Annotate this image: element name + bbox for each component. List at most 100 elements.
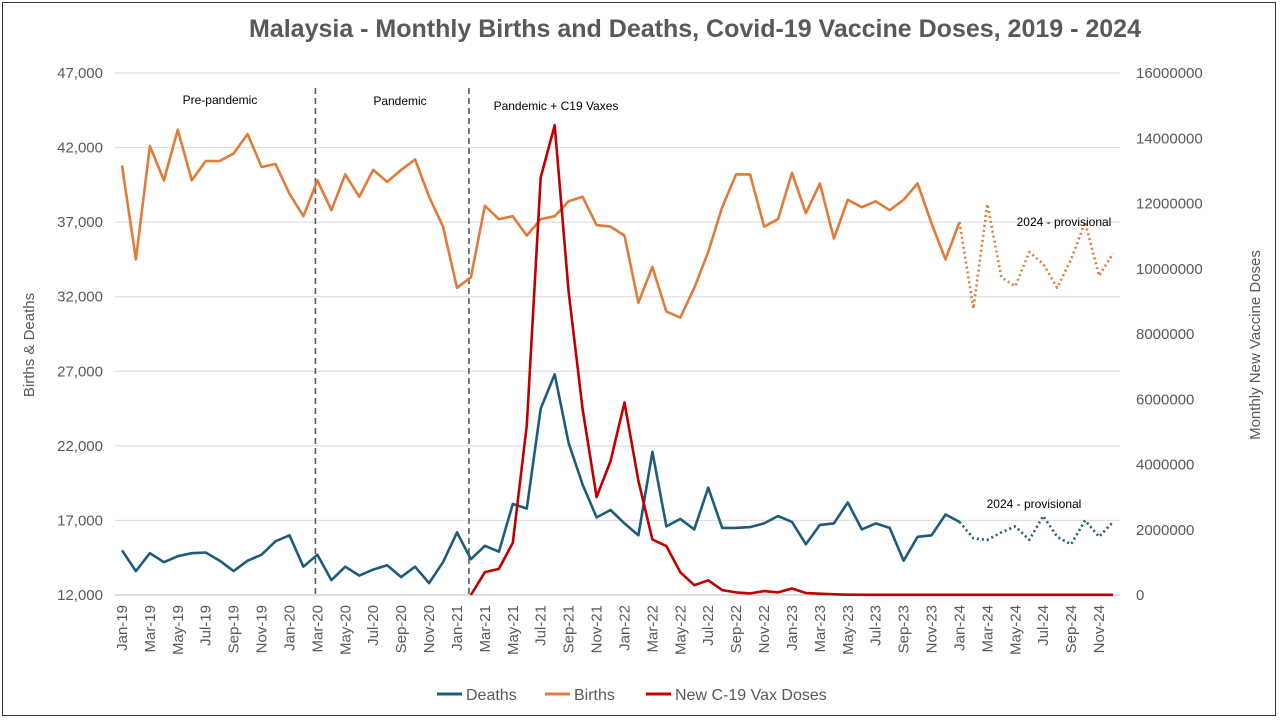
data-point-births	[679, 316, 681, 318]
data-point-new-c-19-vax-doses	[484, 571, 486, 573]
legend: Deaths Births New C-19 Vax Doses	[437, 687, 827, 704]
x-tick-label: Nov-21	[589, 605, 606, 653]
series-lines	[120, 123, 1115, 597]
y-tick-label: 32,000	[57, 289, 103, 306]
data-point-new-c-19-vax-doses	[1112, 594, 1114, 596]
data-point-new-c-19-vax-doses	[763, 590, 765, 592]
data-point-new-c-19-vax-doses	[609, 460, 611, 462]
x-tick-label: Jan-20	[281, 605, 298, 651]
data-point-births	[540, 218, 542, 220]
data-point-new-c-19-vax-doses	[567, 290, 569, 292]
phase-dividers	[314, 88, 470, 595]
data-point-new-c-19-vax-doses	[554, 124, 556, 126]
data-point-births	[595, 224, 597, 226]
data-point-births	[609, 225, 611, 227]
data-point-deaths-2024-provisional	[1056, 536, 1058, 538]
x-tick-label: Mar-23	[812, 605, 829, 653]
data-point-new-c-19-vax-doses	[749, 592, 751, 594]
y-tick-label: 17,000	[57, 512, 103, 529]
x-tick-label: Sep-23	[896, 605, 913, 653]
data-point-new-c-19-vax-doses	[805, 592, 807, 594]
data-point-deaths	[693, 528, 695, 530]
x-tick-label: Jan-19	[114, 605, 131, 651]
series-line-births-2024-provisional	[958, 202, 1115, 310]
x-tick-label: May-22	[672, 605, 689, 655]
data-point-births	[414, 158, 416, 160]
y-tick-label: 12,000	[57, 587, 103, 604]
x-tick-label: Nov-24	[1091, 605, 1108, 653]
data-point-births	[260, 166, 262, 168]
data-point-deaths	[819, 524, 821, 526]
data-point-deaths	[944, 513, 946, 515]
data-point-new-c-19-vax-doses	[470, 594, 472, 596]
series-line-new-c-19-vax-doses	[469, 123, 1113, 597]
data-point-births-2024-provisional	[1070, 258, 1072, 260]
data-point-births	[930, 222, 932, 224]
data-point-births	[637, 302, 639, 304]
data-point-births	[288, 193, 290, 195]
x-axis-ticks: Jan-19 Mar-19 May-19 Jul-19 Sep-19 Nov-19 Jan-…	[114, 605, 1108, 655]
x-tick-label: Nov-19	[254, 605, 271, 653]
data-point-deaths	[386, 564, 388, 566]
data-point-births	[302, 215, 304, 217]
data-point-new-c-19-vax-doses	[1028, 594, 1030, 596]
data-point-deaths	[902, 560, 904, 562]
data-point-new-c-19-vax-doses	[721, 589, 723, 591]
data-point-deaths	[916, 536, 918, 538]
x-tick-label: Jul-23	[868, 605, 885, 646]
data-point-deaths-2024-provisional	[958, 521, 960, 523]
data-point-births-2024-provisional	[1112, 252, 1114, 254]
series-line-deaths	[120, 373, 961, 585]
data-point-deaths	[679, 518, 681, 520]
data-point-births	[526, 234, 528, 236]
data-point-births	[735, 173, 737, 175]
y-tick-label: 22,000	[57, 438, 103, 455]
data-point-new-c-19-vax-doses	[1070, 594, 1072, 596]
data-point-births	[149, 145, 151, 147]
data-point-new-c-19-vax-doses	[651, 538, 653, 540]
data-point-new-c-19-vax-doses	[693, 584, 695, 586]
data-point-births	[902, 199, 904, 201]
data-point-births	[623, 234, 625, 236]
data-point-births	[916, 182, 918, 184]
data-point-deaths	[246, 560, 248, 562]
data-point-births	[372, 169, 374, 171]
data-point-new-c-19-vax-doses	[847, 594, 849, 596]
data-point-births	[400, 169, 402, 171]
data-point-births	[819, 182, 821, 184]
annotation-births-provisional: 2024 - provisional	[1017, 215, 1112, 229]
x-tick-label: Sep-20	[393, 605, 410, 653]
data-point-births	[665, 310, 667, 312]
y2-axis-title: Monthly New Vaccine Doses	[1247, 250, 1264, 440]
y-tick-label: 27,000	[57, 363, 103, 380]
y2-tick-label: 16000000	[1136, 65, 1203, 82]
data-point-deaths	[512, 503, 514, 505]
data-point-deaths	[665, 525, 667, 527]
data-point-births	[581, 196, 583, 198]
x-tick-label: Mar-21	[477, 605, 494, 653]
data-point-new-c-19-vax-doses	[498, 568, 500, 570]
data-point-births	[875, 200, 877, 202]
y2-tick-label: 14000000	[1136, 130, 1203, 147]
data-point-deaths-2024-provisional	[1098, 536, 1100, 538]
data-point-births	[805, 212, 807, 214]
data-point-deaths	[540, 407, 542, 409]
data-point-births	[791, 172, 793, 174]
x-tick-label: May-21	[505, 605, 522, 655]
y2-tick-label: 8000000	[1136, 326, 1194, 343]
data-point-new-c-19-vax-doses	[707, 579, 709, 581]
data-point-births	[693, 287, 695, 289]
data-point-new-c-19-vax-doses	[958, 594, 960, 596]
y2-tick-label: 6000000	[1136, 391, 1194, 408]
data-point-deaths	[414, 566, 416, 568]
data-point-deaths	[735, 527, 737, 529]
data-point-deaths	[651, 451, 653, 453]
data-point-deaths	[135, 570, 137, 572]
data-point-births	[219, 160, 221, 162]
data-point-deaths-2024-provisional	[1070, 543, 1072, 545]
y-tick-label: 47,000	[57, 65, 103, 82]
data-point-deaths	[791, 521, 793, 523]
data-point-births	[484, 205, 486, 207]
data-point-deaths-2024-provisional	[1028, 539, 1030, 541]
